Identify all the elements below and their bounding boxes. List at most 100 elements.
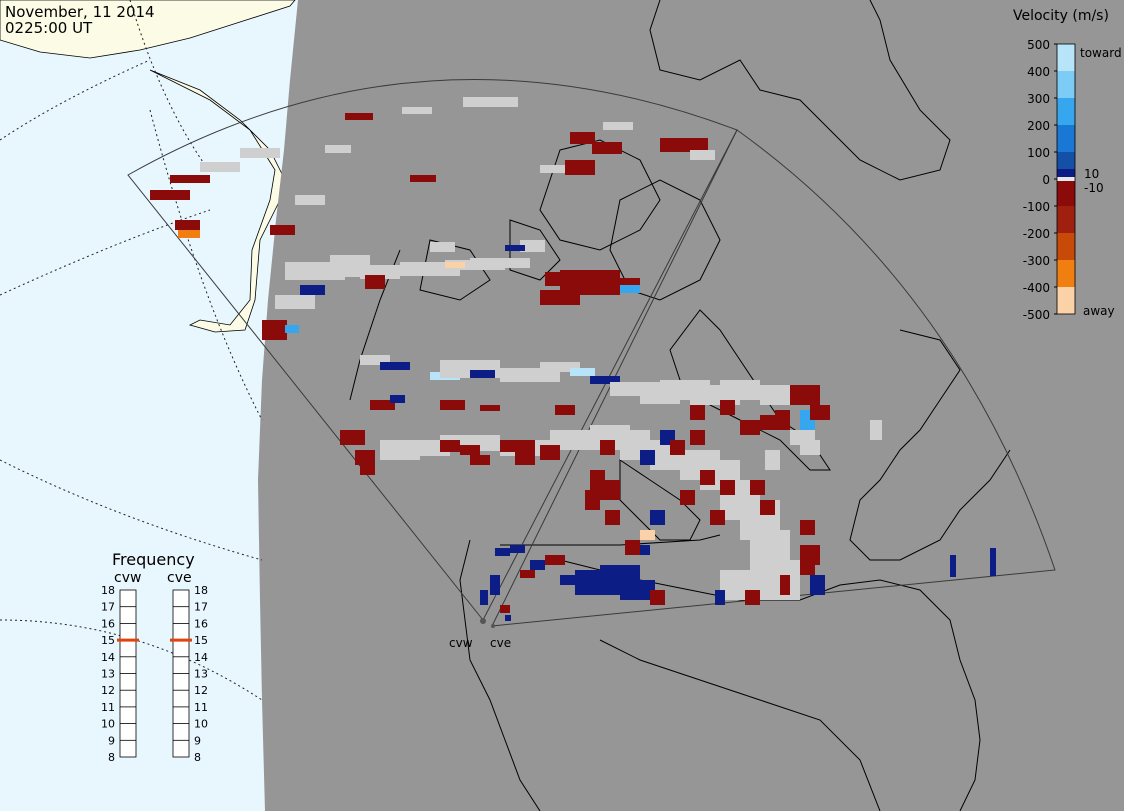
range-cell (325, 145, 351, 153)
range-cell (603, 122, 633, 130)
range-cell (430, 242, 455, 252)
range-cell (445, 262, 465, 268)
colorbar-segment (1057, 98, 1075, 125)
daylit-alaska-land (0, 0, 296, 333)
range-cell (440, 400, 465, 410)
range-cell (720, 400, 735, 415)
frequency-radar-cvw: cvw (114, 570, 141, 586)
velocity-tick-label: -300 (1023, 254, 1050, 268)
frequency-radar-cve: cve (167, 570, 192, 586)
range-cell (540, 290, 580, 305)
colorbar-segment (1057, 287, 1075, 314)
range-cell (745, 590, 760, 605)
range-cell (660, 138, 708, 152)
range-cell (500, 605, 510, 613)
backscatter-cells (150, 97, 996, 621)
range-cell (470, 455, 490, 465)
range-cell (990, 548, 996, 576)
range-cell (700, 470, 715, 485)
range-cell (950, 555, 956, 577)
time-label: 0225:00 UT (5, 19, 93, 37)
colorbar-segment (1057, 177, 1075, 181)
range-cell (505, 245, 525, 251)
range-cell (750, 480, 765, 495)
range-cell (545, 555, 565, 565)
radar-fov-outlines (127, 78, 1056, 627)
range-cell (720, 480, 735, 495)
range-cell (240, 148, 280, 158)
frequency-tick-label: 10 (194, 718, 208, 731)
range-cell (715, 590, 725, 605)
frequency-tick-label: 11 (194, 701, 208, 714)
frequency-scale-cve: 18 17 16 15 14 13 12 11 10 9 8 (170, 584, 208, 764)
range-cell (570, 132, 595, 144)
range-cell (640, 545, 650, 555)
range-cell (780, 575, 790, 595)
range-cell (680, 490, 695, 505)
range-cell (370, 400, 395, 410)
frequency-scale-cvw: 18 17 16 15 14 13 12 11 10 9 8 (101, 584, 139, 764)
range-cell (540, 362, 580, 372)
range-cell (555, 405, 575, 415)
range-cell (560, 575, 580, 585)
velocity-tick-labels: 500 400 300 200 100 0 -100 -200 -300 -400 -500 (1023, 38, 1057, 322)
colorbar-segment (1057, 206, 1075, 233)
frequency-tick-label: 18 (194, 584, 208, 597)
velocity-tick-label: 500 (1027, 38, 1050, 52)
range-cell (463, 97, 518, 107)
colorbar-segment (1057, 169, 1075, 177)
frequency-tick-label: 8 (108, 751, 115, 764)
velocity-inner-label-neg: -10 (1084, 181, 1104, 195)
range-cell (295, 195, 325, 205)
velocity-tick-label: 0 (1042, 173, 1050, 187)
frequency-tick-label: 14 (194, 651, 208, 664)
range-cell (262, 320, 287, 340)
colorbar-segment (1057, 44, 1075, 71)
frequency-tick-label: 16 (194, 617, 208, 630)
range-cell (505, 615, 511, 621)
range-cell (592, 142, 622, 154)
velocity-scale-title: Velocity (m/s) (1013, 8, 1109, 24)
range-cell (170, 175, 210, 183)
range-cell (530, 560, 545, 570)
range-cell (345, 113, 373, 120)
frequency-tick-label: 9 (194, 734, 201, 747)
range-cell (620, 575, 640, 600)
date-label: November, 11 2014 (5, 3, 155, 21)
range-cell (760, 500, 775, 515)
frequency-title: Frequency (112, 550, 195, 569)
range-cell (490, 575, 500, 595)
range-cell (510, 545, 525, 553)
frequency-tick-label: 13 (194, 668, 208, 681)
range-cell (365, 275, 385, 289)
range-cell (300, 285, 325, 295)
range-cell (480, 405, 500, 411)
range-cell (285, 325, 299, 333)
site-label-cve: cve (490, 636, 511, 650)
velocity-tick-label: -200 (1023, 227, 1050, 241)
range-cell (650, 590, 665, 605)
range-cell (810, 575, 825, 595)
colorbar-segment (1057, 260, 1075, 287)
frequency-tick-label: 18 (101, 584, 115, 597)
range-cell (800, 440, 820, 455)
frequency-tick-label: 17 (101, 601, 115, 614)
range-cell (690, 430, 705, 445)
colorbar-segment (1057, 71, 1075, 98)
radar-site-cve (491, 624, 495, 628)
range-cell (470, 370, 495, 378)
velocity-tick-label: 200 (1027, 119, 1050, 133)
range-cell (175, 220, 200, 230)
range-cell (690, 405, 705, 420)
range-cell (178, 230, 200, 238)
range-cell (360, 460, 375, 475)
range-cell (690, 150, 715, 160)
colorbar-segment (1057, 233, 1075, 260)
toward-label: toward (1080, 46, 1122, 60)
range-cell (790, 385, 820, 405)
range-cell (710, 510, 725, 525)
range-cell (410, 175, 436, 182)
velocity-tick-label: -100 (1023, 200, 1050, 214)
range-cell (480, 590, 488, 605)
frequency-tick-label: 12 (101, 684, 115, 697)
